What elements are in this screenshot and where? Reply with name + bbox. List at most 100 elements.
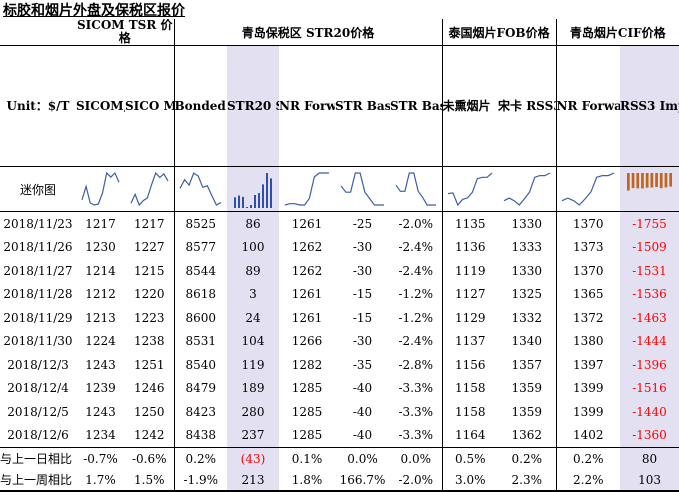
col-header: STR20 Spot Imp PnL vs CR（元/吨）: [227, 45, 279, 167]
summary-value: 1.8%: [279, 469, 335, 492]
table-row: 2018/11/23 1217 1217 8525 86 1261 -25 -2.0% 1135…: [0, 211, 679, 236]
value-cell: 1285: [291, 404, 323, 419]
sparkline-cell: [335, 166, 390, 212]
sparkline: [284, 172, 329, 206]
value-cell: 89: [227, 259, 279, 283]
col-header: SICOM, TSR, 1M: [76, 45, 125, 167]
sparkline-path: [562, 172, 615, 206]
value-cell: -3.3%: [398, 428, 434, 443]
sparkline: [562, 172, 615, 206]
value-cell: 8544: [173, 259, 227, 283]
data-rows: 2018/11/23 1217 1217 8525 86 1261 -25 -2.0% 1135…: [0, 211, 679, 448]
value-cell: 280: [227, 400, 279, 424]
sparkline-bar: [627, 173, 630, 191]
value-cell: 1136: [441, 235, 499, 259]
value-cell: -2.4%: [398, 240, 434, 255]
value-cell: 1399: [555, 376, 621, 400]
table-row: 2018/12/5 1243 1250 8423 280 1285 -40 -3.3% 1158…: [0, 400, 679, 424]
value-cell: 237: [227, 423, 279, 448]
group-sicom: SICOM TSR 价格: [76, 19, 174, 46]
value-cell: 1238: [133, 334, 165, 349]
value-cell: 1239: [85, 381, 116, 396]
value-cell: 1285: [291, 381, 323, 396]
summary-value: 2.2%: [555, 469, 621, 492]
table-row: 2018/11/27 1214 1215 8544 89 1262 -30 -2.4% 1119…: [0, 259, 679, 283]
value-cell: 1158: [441, 400, 499, 424]
value-cell: -30: [352, 240, 373, 255]
value-cell: 189: [227, 376, 279, 400]
summary-value: 0.2%: [173, 447, 227, 469]
sparkline-bar: [641, 173, 644, 189]
value-cell: 1220: [133, 287, 165, 302]
table-row: 2018/12/3 1243 1251 8540 119 1282 -35 -2.8% 1156…: [0, 353, 679, 377]
value-cell: 1359: [511, 381, 543, 396]
sparkline-path: [81, 171, 120, 206]
value-cell: 8618: [173, 282, 227, 306]
sparkline-bar: [664, 173, 668, 188]
value-cell: 1261: [291, 310, 323, 325]
summary-value: 0.5%: [441, 447, 499, 469]
sparkline-bar: [250, 205, 252, 208]
value-cell: 1262: [291, 240, 323, 255]
sparkline-bar: [254, 195, 256, 208]
mini-chart-label: 迷你图: [0, 166, 76, 212]
sparkline-bar: [266, 173, 268, 208]
sparkline-cell: [498, 166, 557, 212]
col-header: STR Basis Spread Ratio%: [390, 45, 443, 167]
date-cell: 2018/12/3: [7, 357, 69, 372]
value-cell: -1.2%: [398, 310, 434, 325]
unit-label: Unit：$/T: [0, 45, 76, 167]
value-cell: 1246: [133, 381, 165, 396]
col-header: 未熏烟片（白片）(USD/T): [441, 45, 499, 167]
sparkline: [340, 172, 384, 206]
value-cell: 1380: [555, 329, 621, 353]
date-cell: 2018/11/27: [3, 263, 73, 278]
value-cell: -15: [352, 310, 373, 325]
value-cell: -40: [352, 404, 373, 419]
sparkline-bar: [234, 197, 236, 208]
value-cell: 1213: [85, 310, 116, 325]
summary-row: 与上一周相比 1.7% 1.5% -1.9% 213 1.8% 166.7% -2.0% 3.0…: [0, 469, 679, 492]
value-cell: -40: [352, 381, 373, 396]
value-cell: -1444: [620, 329, 679, 353]
table-row: 2018/11/30 1224 1238 8531 104 1266 -30 -2.4% 113…: [0, 329, 679, 353]
sparkline-cell: [76, 166, 125, 212]
sparkline-bar: [242, 196, 244, 208]
summary-value: 3.0%: [441, 469, 499, 492]
value-cell: -2.8%: [398, 357, 434, 372]
group-thai-fob: 泰国烟片FOB价格: [441, 19, 557, 46]
value-cell: 1340: [511, 334, 543, 349]
value-cell: 1158: [441, 376, 499, 400]
value-cell: 8423: [173, 400, 227, 424]
summary-row: 与上一日相比 -0.7% -0.6% 0.2% (43) 0.1% 0.0% 0.0% 0.5%…: [0, 447, 679, 469]
group-qingdao-cif: 青岛烟片CIF价格: [555, 19, 679, 46]
summary-value: 0.0%: [335, 447, 390, 469]
sparkline-path: [340, 172, 384, 206]
value-cell: -1755: [620, 211, 679, 236]
value-cell: 1370: [555, 211, 621, 236]
value-cell: -2.4%: [398, 334, 434, 349]
sparkline-path: [179, 172, 222, 206]
value-cell: -30: [352, 263, 373, 278]
summary-value: -2.0%: [390, 469, 443, 492]
value-cell: 3: [227, 282, 279, 306]
report-title: 标胶和烟片外盘及保税区报价: [3, 3, 185, 19]
sparkline-bar: [650, 173, 654, 188]
value-cell: 8479: [173, 376, 227, 400]
sparkline-bar: [659, 173, 663, 189]
value-cell: -3.3%: [398, 381, 434, 396]
value-cell: -1536: [620, 282, 679, 306]
value-cell: 1359: [511, 404, 543, 419]
sparkline: [503, 172, 551, 206]
value-cell: 1243: [85, 404, 116, 419]
group-header-row: SICOM TSR 价格 青岛保税区 STR20价格 泰国烟片FOB价格 青岛烟…: [0, 19, 679, 46]
sparkline-bar: [262, 184, 264, 208]
value-cell: 1332: [511, 310, 543, 325]
sparkline-row: 迷你图: [0, 166, 679, 212]
value-cell: 8525: [173, 211, 227, 236]
col-header: RSS3 Imp PnL (1M)（元/吨）: [620, 45, 679, 167]
col-header: STR Basis Spread( $/T): [335, 45, 390, 167]
sparkline-bar: [246, 207, 248, 208]
sparkline-cell: [173, 166, 227, 212]
col-header: SICO M,TS R, 2M: [125, 45, 174, 167]
